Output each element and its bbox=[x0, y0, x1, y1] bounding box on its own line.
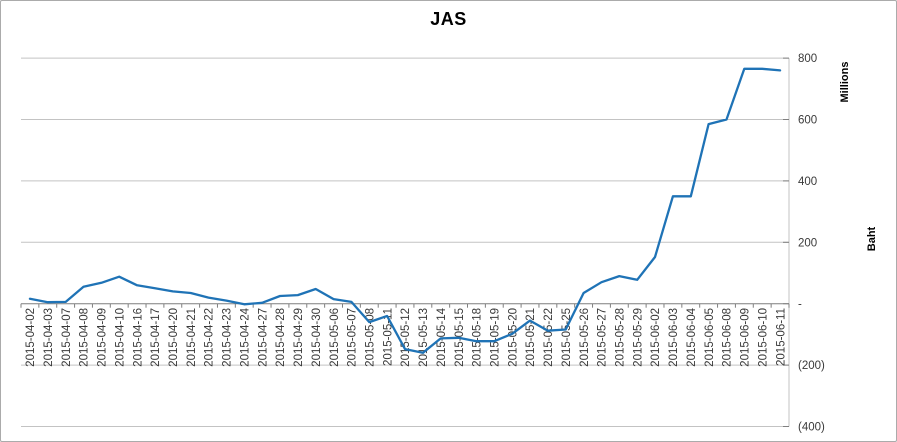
x-axis-label: 2015-04-07 bbox=[61, 308, 73, 367]
x-axis-label: 2015-04-28 bbox=[275, 308, 287, 367]
x-axis-label: 2015-04-27 bbox=[257, 308, 269, 367]
x-axis-label: 2015-05-28 bbox=[615, 308, 627, 367]
x-axis-label: 2015-04-16 bbox=[132, 308, 144, 367]
y-axis-label: (400) bbox=[798, 422, 825, 434]
x-axis-label: 2015-05-08 bbox=[364, 308, 376, 367]
x-axis-label: 2015-05-27 bbox=[597, 308, 609, 367]
x-axis-label: 2015-04-30 bbox=[311, 308, 323, 367]
x-axis-label: 2015-05-21 bbox=[525, 308, 537, 367]
x-axis-label: 2015-05-13 bbox=[418, 308, 430, 367]
y-axis-label: - bbox=[798, 299, 802, 311]
x-axis-label: 2015-04-20 bbox=[168, 308, 180, 367]
x-axis-label: 2015-05-26 bbox=[579, 308, 591, 367]
x-axis-label: 2015-06-11 bbox=[775, 308, 787, 366]
x-axis-label: 2015-06-05 bbox=[704, 308, 716, 367]
x-axis-label: 2015-04-23 bbox=[222, 308, 234, 367]
x-axis-label: 2015-04-03 bbox=[43, 308, 55, 367]
y-axis-label: 400 bbox=[798, 176, 817, 188]
x-axis-label: 2015-06-10 bbox=[757, 308, 769, 367]
y-axis-label: 600 bbox=[798, 115, 817, 127]
y-axis-label: (200) bbox=[798, 360, 825, 372]
x-axis-label: 2015-04-22 bbox=[204, 308, 216, 367]
x-axis-label: 2015-05-07 bbox=[347, 308, 359, 367]
x-axis-label: 2015-04-17 bbox=[150, 308, 162, 367]
x-axis-label: 2015-05-14 bbox=[436, 307, 448, 366]
x-axis-label: 2015-04-02 bbox=[25, 308, 37, 367]
x-axis-label: 2015-04-09 bbox=[97, 308, 109, 367]
x-axis-label: 2015-04-08 bbox=[79, 308, 91, 367]
x-axis-label: 2015-04-24 bbox=[239, 307, 251, 366]
x-axis-label: 2015-06-04 bbox=[686, 307, 698, 366]
x-axis-label: 2015-04-10 bbox=[114, 308, 126, 367]
x-axis-label: 2015-05-12 bbox=[400, 308, 412, 367]
x-axis-label: 2015-05-19 bbox=[490, 308, 502, 367]
x-axis-label: 2015-06-03 bbox=[668, 308, 680, 367]
x-axis-label: 2015-04-21 bbox=[186, 308, 198, 367]
x-axis-label: 2015-05-22 bbox=[543, 308, 555, 367]
x-axis-label: 2015-05-06 bbox=[329, 308, 341, 367]
y-axis-label: 200 bbox=[798, 237, 817, 249]
x-axis-label: 2015-05-18 bbox=[472, 308, 484, 367]
x-axis-label: 2015-06-09 bbox=[740, 308, 752, 367]
series-line-jas bbox=[28, 67, 782, 354]
x-axis-label: 2015-04-29 bbox=[293, 308, 305, 367]
x-axis-label: 2015-05-29 bbox=[632, 308, 644, 367]
y-axis-label: 800 bbox=[798, 53, 817, 65]
x-axis-label: 2015-06-08 bbox=[722, 308, 734, 367]
chart-title: JAS bbox=[430, 9, 467, 29]
x-axis-label: 2015-05-20 bbox=[507, 308, 519, 367]
x-axis-label: 2015-06-02 bbox=[650, 308, 662, 367]
